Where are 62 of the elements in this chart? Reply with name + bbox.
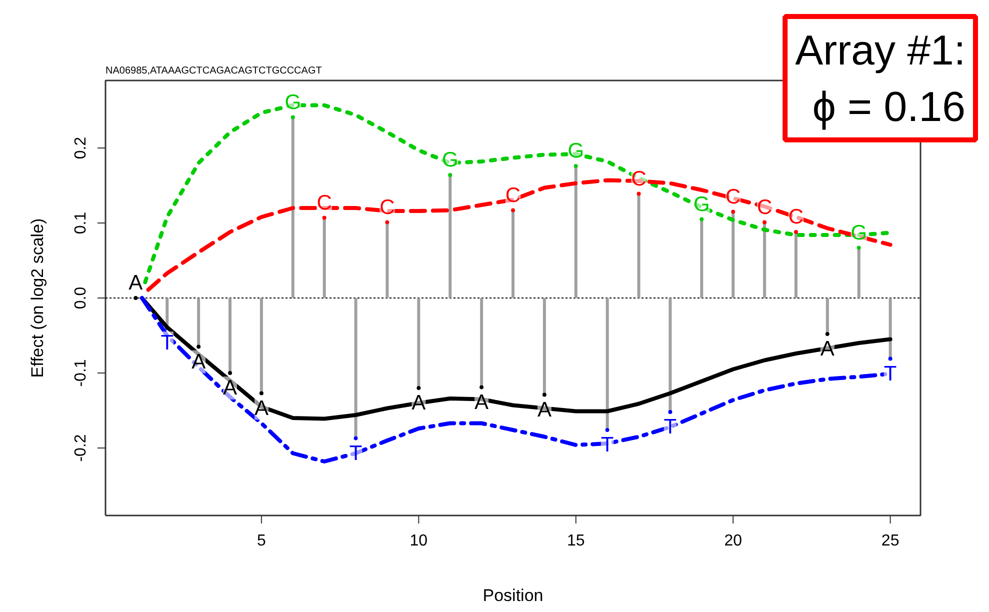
data-label: G: [568, 140, 584, 162]
y-tick-label: 0.1: [72, 212, 90, 234]
data-label: A: [537, 398, 552, 422]
data-label: C: [726, 185, 741, 208]
data-label: A: [192, 350, 206, 374]
point: [416, 386, 421, 390]
data-label: A: [474, 390, 489, 414]
data-label: A: [128, 272, 143, 294]
y-tick-label: 0.2: [72, 136, 90, 160]
data-label: G: [284, 90, 302, 114]
data-label: C: [788, 206, 804, 228]
point: [636, 192, 641, 196]
x-tick-label: 10: [410, 532, 428, 550]
point: [228, 371, 232, 375]
point: [385, 220, 390, 224]
point: [825, 332, 830, 336]
data-label: T: [160, 332, 174, 354]
data-label: T: [884, 362, 897, 386]
point: [448, 173, 452, 177]
x-tick-label: 20: [724, 532, 742, 550]
data-label: C: [380, 196, 395, 219]
data-label: T: [664, 416, 677, 438]
point: [856, 246, 861, 250]
data-label: C: [756, 196, 772, 219]
point: [354, 436, 358, 440]
point: [322, 216, 326, 220]
data-label: T: [349, 442, 362, 465]
x-tick-label: 5: [257, 532, 266, 550]
data-label: A: [820, 338, 834, 360]
point: [731, 210, 736, 214]
data-label: T: [600, 434, 614, 456]
point: [290, 115, 295, 120]
y-tick-label: 0.0: [72, 286, 90, 310]
data-label: A: [223, 376, 238, 400]
y-tick-label: -0.1: [72, 359, 90, 387]
point: [888, 356, 892, 361]
data-label: A: [254, 396, 268, 420]
y-axis-title: Effect (on log2 scale): [28, 218, 47, 378]
data-label: A: [412, 392, 426, 414]
data-label: G: [693, 192, 710, 216]
point: [700, 217, 704, 222]
data-label: G: [442, 148, 458, 172]
point: [762, 220, 767, 224]
x-axis-title: Position: [482, 586, 544, 605]
point: [668, 410, 672, 414]
point: [574, 164, 578, 168]
point: [794, 230, 798, 234]
annotation: ϕ = 0.16: [812, 82, 966, 130]
point: [605, 428, 610, 432]
data-label: G: [850, 221, 868, 244]
y-tick-label: -0.2: [72, 434, 90, 462]
point: [480, 385, 484, 390]
chart-title: NA06985,ATAAAGCTCAGACAGTCTGCCCAGT: [106, 66, 322, 76]
x-tick-label: 25: [881, 532, 900, 550]
point: [196, 344, 201, 349]
text: Array #1:: [795, 26, 966, 74]
data-label: C: [505, 184, 521, 207]
point: [259, 391, 264, 396]
data-label: C: [316, 191, 332, 214]
point: [511, 208, 515, 212]
x-tick-label: 15: [566, 532, 585, 550]
point: [542, 392, 546, 397]
